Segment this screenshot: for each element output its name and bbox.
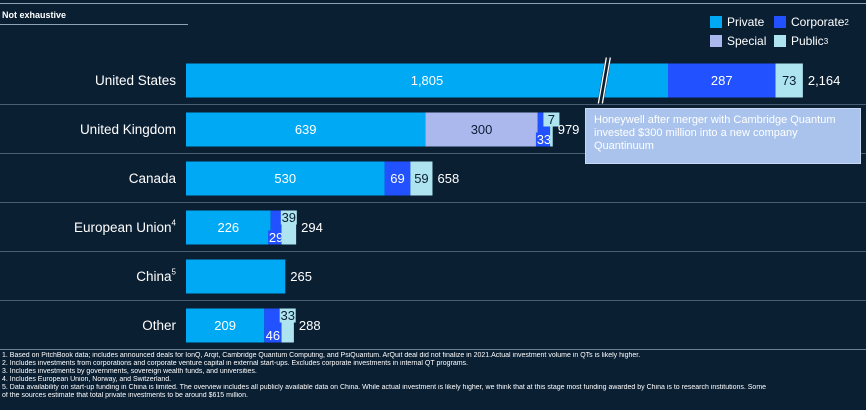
legend-private-swatch bbox=[710, 16, 722, 28]
data-label-corporate: 29 bbox=[269, 230, 283, 245]
data-label-corporate: 46 bbox=[266, 328, 280, 343]
bar-corporate bbox=[668, 63, 776, 98]
legend-special: Special bbox=[710, 34, 766, 48]
bar-private bbox=[186, 308, 265, 343]
category-label: Canada bbox=[129, 171, 177, 186]
category-label: United States bbox=[95, 73, 176, 88]
data-label-box bbox=[543, 112, 560, 127]
bar-private bbox=[186, 259, 286, 294]
legend-corporate: Corporate 2 bbox=[774, 15, 849, 29]
legend-public-label: Public bbox=[791, 34, 824, 48]
bar-private bbox=[186, 112, 426, 147]
bar-private bbox=[186, 210, 271, 245]
data-label-box bbox=[264, 328, 281, 343]
legend-corporate-sup: 2 bbox=[844, 17, 849, 27]
data-label-corporate: 69 bbox=[390, 171, 404, 186]
axis-break-line bbox=[597, 57, 607, 104]
data-label-private: 639 bbox=[295, 122, 317, 137]
footnote-1: 1. Based on PitchBook data; includes ann… bbox=[2, 352, 641, 359]
footnote-3: 3. Includes investments by governments, … bbox=[2, 368, 257, 375]
footnote-4: 4. Includes European Union, Norway, and … bbox=[2, 376, 172, 383]
data-label-corporate: 287 bbox=[711, 73, 733, 88]
legend-public: Public 3 bbox=[774, 34, 828, 48]
bar-corporate bbox=[384, 161, 411, 196]
legend-private: Private bbox=[710, 15, 764, 29]
category-label: European Union4 bbox=[74, 218, 177, 235]
footnotes: 1. Based on PitchBook data; includes ann… bbox=[2, 352, 864, 400]
legend-corporate-label: Corporate bbox=[791, 15, 845, 29]
bar-private bbox=[186, 63, 668, 98]
data-label-public: 33 bbox=[280, 308, 294, 323]
legend-private-label: Private bbox=[727, 15, 765, 29]
data-label-private: 209 bbox=[214, 318, 236, 333]
not-exhaustive-tag: Not exhaustive bbox=[2, 10, 67, 20]
data-label-public: 73 bbox=[782, 73, 796, 88]
footnote-2: 2. Includes investments from corporation… bbox=[2, 360, 468, 367]
data-label-box bbox=[279, 308, 296, 323]
data-label-box bbox=[268, 230, 285, 245]
category-label: China5 bbox=[136, 267, 176, 284]
category-label: United Kingdom bbox=[80, 122, 176, 137]
data-label-private: 226 bbox=[217, 220, 239, 235]
legend-public-sup: 3 bbox=[823, 36, 829, 46]
category-sup: 5 bbox=[172, 267, 177, 276]
data-label-private: 1,805 bbox=[411, 73, 444, 88]
total-label: 2,164 bbox=[808, 73, 841, 88]
bar-public bbox=[410, 161, 433, 196]
data-label-public: 59 bbox=[414, 171, 428, 186]
footnote-5-cont: of the sources estimate that total priva… bbox=[2, 392, 248, 399]
data-label-box bbox=[280, 210, 297, 225]
data-label-box bbox=[535, 132, 552, 147]
legend-special-label: Special bbox=[727, 34, 767, 48]
data-label-public: 7 bbox=[548, 112, 555, 127]
category-sup: 4 bbox=[172, 218, 177, 227]
stacked-bar-chart: United States 1,805 287 73 2,164 United Kingd… bbox=[0, 56, 866, 350]
bar-private bbox=[186, 161, 385, 196]
legend-special-swatch bbox=[710, 35, 722, 47]
data-label-private: 530 bbox=[274, 171, 296, 186]
legend-corporate-swatch bbox=[774, 16, 786, 28]
honeywell-callout: Honeywell after merger with Cambridge Qu… bbox=[585, 108, 861, 164]
data-label-corporate: 33 bbox=[537, 132, 551, 147]
bar-corporate bbox=[270, 210, 282, 245]
axis-break-line bbox=[601, 57, 611, 104]
total-label: 658 bbox=[437, 171, 459, 186]
total-label: 265 bbox=[290, 269, 312, 284]
bar-special bbox=[425, 112, 538, 147]
bar-public bbox=[550, 112, 553, 147]
tag-underline bbox=[0, 24, 188, 25]
total-label: 979 bbox=[558, 122, 580, 137]
legend-public-swatch bbox=[774, 35, 786, 47]
total-label: 288 bbox=[299, 318, 321, 333]
category-label: Other bbox=[142, 318, 176, 333]
data-label-public: 39 bbox=[282, 210, 296, 225]
data-label-special: 300 bbox=[471, 122, 493, 137]
total-label: 294 bbox=[301, 220, 323, 235]
top-rule bbox=[0, 3, 866, 4]
axis-break-gap bbox=[597, 56, 612, 105]
bar-public bbox=[775, 63, 803, 98]
footnote-5: 5. Data availability on start-up funding… bbox=[2, 384, 767, 391]
